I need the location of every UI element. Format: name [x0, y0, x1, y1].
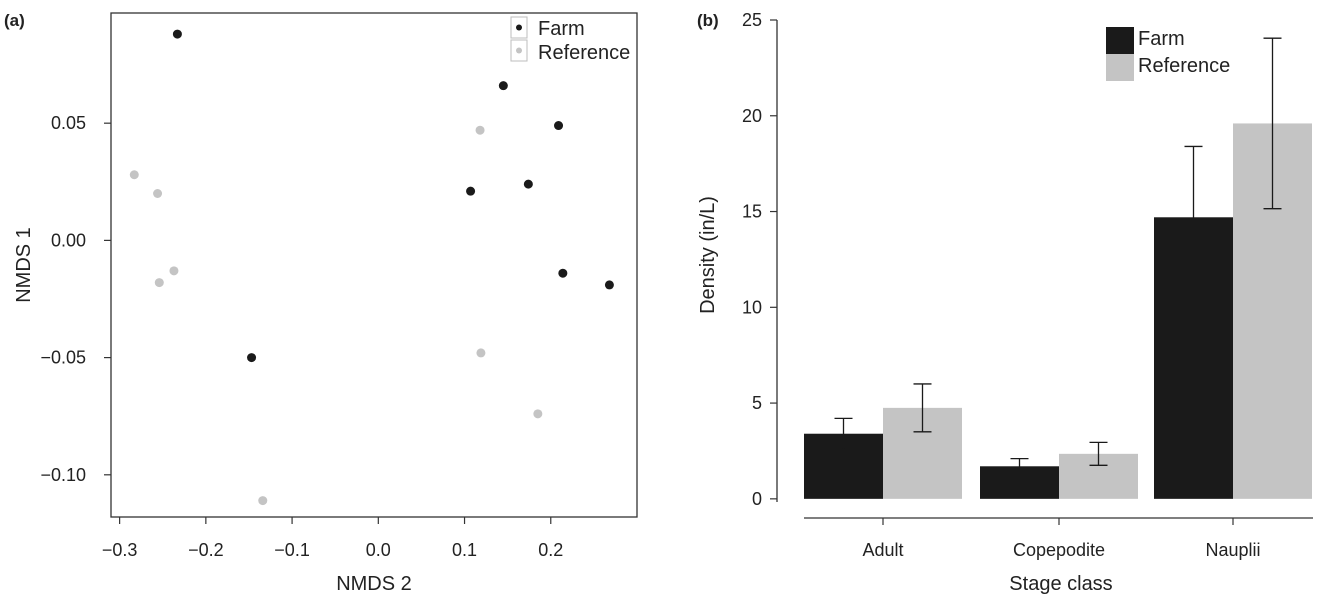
panel-b-x-axis-title: Stage class — [1009, 573, 1112, 594]
panel-a-legend: Farm Reference — [510, 16, 630, 64]
panel-b-y-tick-label: 5 — [752, 393, 762, 413]
panel-a-y-tick-label: −0.05 — [40, 348, 86, 368]
panel-a-y-tick-label: 0.00 — [51, 230, 86, 250]
panel-b-bars — [804, 37, 1312, 499]
panel-b-y-tick-label: 15 — [742, 202, 762, 222]
panel-a-x-tick-label: 0.0 — [366, 540, 391, 560]
panel-a-x-tick-label: −0.1 — [274, 540, 310, 560]
panel-a-x-ticks: −0.3 −0.2 −0.1 0.0 0.1 0.2 — [102, 517, 563, 560]
scatter-point-farm — [247, 353, 257, 363]
legend-b-reference-label: Reference — [1138, 55, 1230, 77]
panel-a-x-tick-label: −0.2 — [188, 540, 224, 560]
legend-a-reference-label: Reference — [538, 42, 630, 64]
panel-b-y-tick-label: 20 — [742, 106, 762, 126]
panel-b-y-tick-label: 0 — [752, 489, 762, 509]
legend-a-farm-label: Farm — [538, 18, 585, 40]
panel-a-y-axis-title: NMDS 1 — [13, 227, 35, 303]
scatter-point-reference — [475, 125, 485, 135]
legend-a-farm-marker — [516, 24, 522, 31]
panel-a-letter: (a) — [4, 11, 25, 30]
panel-a-y-tick-label: 0.05 — [51, 113, 86, 133]
scatter-point-reference — [153, 189, 163, 199]
scatter-point-farm — [554, 121, 564, 131]
scatter-point-farm — [172, 29, 182, 39]
legend-b-reference-swatch — [1106, 54, 1134, 81]
panel-a-x-tick-label: 0.2 — [538, 540, 563, 560]
scatter-point-farm — [604, 280, 614, 290]
scatter-point-reference — [476, 348, 486, 358]
panel-b-bar-chart: (b) 0 5 10 15 20 25 Adult Copepodite Nauplii St… — [697, 10, 1313, 594]
scatter-point-farm — [558, 268, 568, 278]
scatter-point-reference — [129, 170, 139, 180]
scatter-point-farm — [523, 179, 533, 189]
panel-b-y-axis-title: Density (in/L) — [697, 196, 719, 314]
panel-a-x-tick-label: −0.3 — [102, 540, 138, 560]
panel-a-x-tick-label: 0.1 — [452, 540, 477, 560]
panel-a-scatter: (a) −0.3 −0.2 −0.1 0.0 0.1 0.2 0.05 0.00 −0.05 −… — [4, 11, 638, 594]
legend-b-farm-label: Farm — [1138, 28, 1185, 50]
scatter-point-reference — [154, 278, 164, 288]
panel-b-x-tick-label: Nauplii — [1205, 540, 1260, 560]
panel-b-y-tick-label: 25 — [742, 10, 762, 30]
panel-a-points — [129, 29, 614, 506]
scatter-point-reference — [169, 266, 179, 276]
panel-b-x-ticks: Adult Copepodite Nauplii — [862, 518, 1261, 560]
legend-a-reference-marker — [516, 47, 522, 54]
legend-b-farm-swatch — [1106, 27, 1134, 54]
scatter-point-farm — [466, 186, 476, 196]
panel-a-frame — [110, 12, 638, 518]
scatter-point-reference — [533, 409, 543, 419]
scatter-point-farm — [498, 81, 508, 91]
panel-b-letter: (b) — [697, 11, 719, 30]
panel-a-y-ticks: 0.05 0.00 −0.05 −0.10 — [40, 113, 111, 485]
panel-b-y-ticks: 0 5 10 15 20 25 — [742, 10, 777, 509]
panel-a-y-tick-label: −0.10 — [40, 465, 86, 485]
scatter-point-reference — [258, 496, 268, 506]
panel-b-y-tick-label: 10 — [742, 297, 762, 317]
panel-b-x-tick-label: Adult — [862, 540, 903, 560]
panel-b-x-tick-label: Copepodite — [1013, 540, 1105, 560]
panel-a-x-axis-title: NMDS 2 — [336, 573, 412, 594]
panel-b-legend: Farm Reference — [1106, 27, 1230, 81]
